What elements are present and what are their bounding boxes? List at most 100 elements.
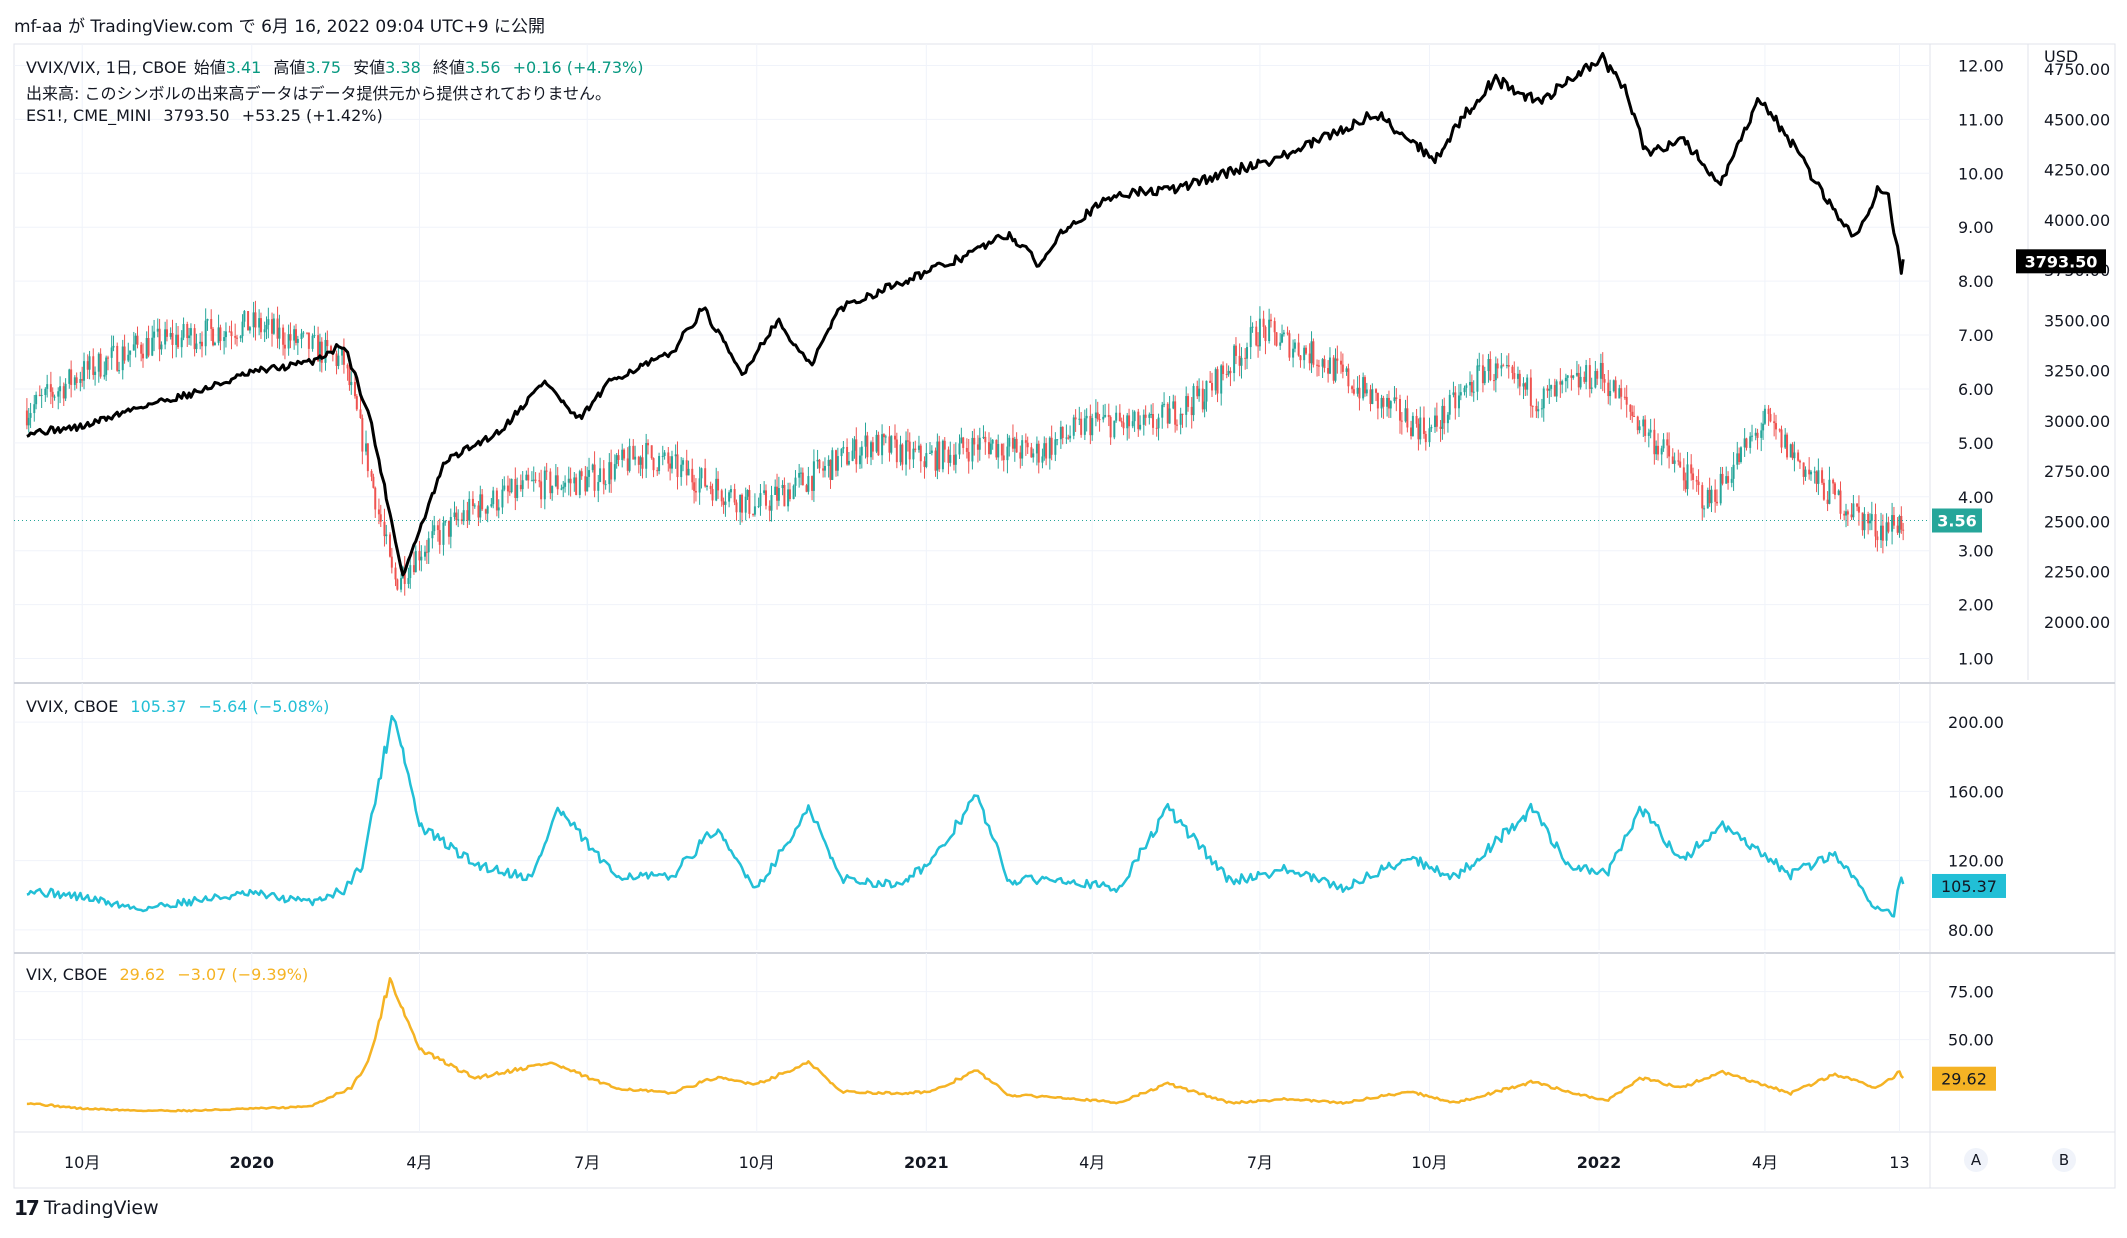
- candle-body: [1133, 411, 1136, 422]
- main-legend: VVIX/VIX, 1日, CBOE 始値3.41 高値3.75 安値3.38 終…: [26, 54, 650, 78]
- candle-body: [1861, 512, 1864, 531]
- es-symbol[interactable]: ES1!, CME_MINI: [26, 106, 152, 125]
- price-tick-label: 120.00: [1948, 852, 2004, 871]
- b-button[interactable]: B: [2052, 1148, 2076, 1172]
- candle-body: [449, 517, 452, 537]
- candle-body: [693, 482, 696, 491]
- candle-body: [908, 441, 911, 460]
- candle-body: [59, 386, 62, 392]
- candle-body: [960, 437, 963, 444]
- candle-body: [350, 381, 353, 386]
- candle-body: [685, 460, 688, 476]
- candle-body: [1762, 423, 1765, 431]
- candle-body: [1048, 437, 1051, 459]
- candle-body: [306, 332, 309, 334]
- price-tick-label: 4.00: [1958, 488, 1994, 507]
- candle-body: [1382, 397, 1385, 407]
- candle-body: [156, 328, 159, 332]
- candle-body: [623, 449, 626, 459]
- candle-body: [188, 335, 191, 339]
- candle-body: [549, 471, 552, 494]
- candle-body: [1739, 447, 1742, 462]
- candle-body: [827, 459, 830, 466]
- candle-body: [858, 455, 861, 465]
- es-legend: ES1!, CME_MINI 3793.50 +53.25 (+1.42%): [26, 106, 390, 125]
- candle-body: [447, 520, 450, 537]
- vix-last: 29.62: [119, 965, 166, 984]
- main-symbol[interactable]: VVIX/VIX, 1日, CBOE: [26, 58, 187, 77]
- candle-body: [715, 478, 718, 501]
- candle-body: [639, 457, 642, 465]
- candle-body: [1559, 381, 1562, 385]
- vix-symbol[interactable]: VIX, CBOE: [26, 965, 108, 984]
- candle-body: [1292, 348, 1295, 358]
- candle-body: [652, 458, 655, 471]
- candle-body: [1679, 461, 1682, 468]
- candle-body: [1526, 377, 1529, 390]
- candle-body: [1214, 369, 1217, 391]
- vix-last-badge: [1932, 1066, 1996, 1091]
- candle-body: [1649, 429, 1652, 433]
- candle-body: [1323, 359, 1326, 369]
- candle-body: [1032, 453, 1035, 458]
- candle-body: [866, 435, 869, 458]
- candle-body: [1150, 414, 1153, 416]
- candle-body: [1481, 365, 1484, 384]
- candle-body: [1065, 437, 1068, 439]
- candle-body: [1668, 445, 1671, 457]
- candle-body: [1826, 499, 1829, 504]
- auto-scale-button[interactable]: A: [1964, 1148, 1988, 1172]
- candle-body: [195, 343, 198, 350]
- candle-body: [145, 338, 148, 359]
- candle-body: [949, 454, 952, 463]
- candle-body: [1662, 439, 1665, 449]
- candle-body: [1341, 364, 1344, 372]
- candle-body: [1786, 434, 1789, 458]
- candle-body: [51, 391, 54, 397]
- candle-body: [1122, 422, 1125, 429]
- candle-body: [1246, 347, 1249, 359]
- candle-body: [580, 471, 583, 477]
- candle-body: [1316, 364, 1319, 366]
- candle-body: [1852, 503, 1855, 518]
- candle-body: [267, 319, 270, 325]
- candle-body: [987, 442, 990, 455]
- vvix-symbol[interactable]: VVIX, CBOE: [26, 697, 119, 716]
- candle-body: [158, 328, 161, 350]
- candle-body: [774, 486, 777, 495]
- es-last-badge: [2016, 249, 2106, 274]
- tradingview-logo[interactable]: 17 TradingView: [14, 1196, 159, 1220]
- candle-body: [254, 312, 257, 328]
- candle-body: [259, 318, 262, 333]
- candle-body: [1190, 406, 1193, 416]
- candle-body: [621, 449, 624, 460]
- candle-body: [99, 353, 102, 377]
- candle-body: [1094, 412, 1097, 419]
- candle-body: [394, 567, 397, 580]
- candle-body: [846, 446, 849, 465]
- candle-body: [353, 381, 356, 397]
- candle-body: [171, 333, 174, 345]
- candle-body: [234, 336, 237, 338]
- candle-body: [1386, 397, 1389, 407]
- candle-body: [1885, 522, 1888, 541]
- candle-body: [1546, 388, 1549, 391]
- candle-body: [1496, 363, 1499, 369]
- candle-body: [92, 356, 95, 375]
- candle-body: [573, 477, 576, 484]
- candle-body: [1196, 385, 1199, 397]
- candle-body: [1345, 368, 1348, 372]
- candle-body: [287, 334, 290, 349]
- candle-body: [1540, 408, 1543, 410]
- candle-body: [1404, 408, 1407, 422]
- time-axis-label: 2020: [229, 1153, 274, 1172]
- candle-body: [705, 485, 708, 487]
- candle-body: [1041, 456, 1044, 463]
- candle-body: [1666, 439, 1669, 446]
- candle-body: [1690, 464, 1693, 474]
- candle-body: [1760, 430, 1763, 438]
- candle-body: [954, 454, 957, 465]
- vvix-series-line: [26, 714, 1905, 918]
- candle-body: [1804, 469, 1807, 477]
